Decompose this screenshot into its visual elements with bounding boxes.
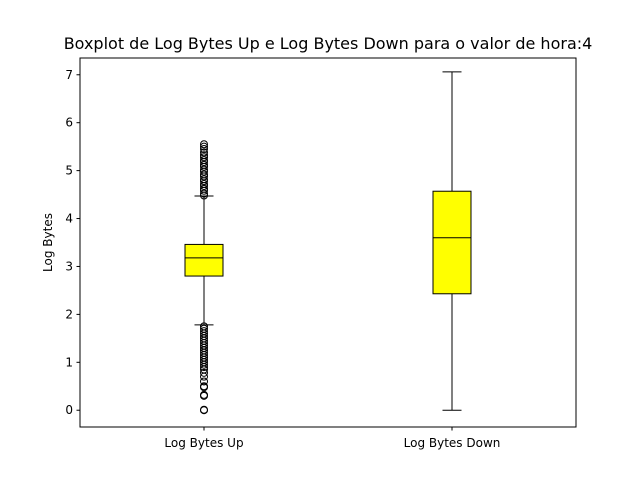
y-tick-label: 6 [65,116,73,130]
y-tick-label: 5 [65,164,73,178]
log-bytes-up-outlier-point [200,405,208,414]
log-bytes-up-outlier-point [200,322,208,331]
log-bytes-up-outlier-point [200,148,208,157]
log-bytes-up-outlier-point [200,160,208,169]
y-tick-label: 2 [65,307,73,321]
log-bytes-down-box [432,190,472,295]
log-bytes-up-outlier-point [200,189,208,198]
log-bytes-up-outlier-point [200,151,208,160]
y-tick-label: 7 [65,68,73,82]
log-bytes-up-outlier-point [200,180,208,189]
log-bytes-up-box [184,243,224,277]
log-bytes-up-outlier-point [200,145,208,154]
log-bytes-up-outlier-point [200,170,208,179]
log-bytes-up-outlier-point [200,142,208,151]
log-bytes-up-outlier-point [200,368,208,377]
x-tick-label: Log Bytes Down [404,436,501,450]
log-bytes-up-outlier-point [200,165,208,174]
y-tick-label: 3 [65,259,73,273]
log-bytes-up-outlier-point [200,324,208,333]
plot-frame [79,57,577,428]
log-bytes-up-outlier-point [200,382,208,391]
y-tick-label: 1 [65,355,73,369]
log-bytes-up-outlier-point [200,390,208,399]
chart-title: Boxplot de Log Bytes Up e Log Bytes Down… [64,34,593,53]
log-bytes-up-outlier-point [200,184,208,193]
log-bytes-up-outlier-point [200,327,208,336]
log-bytes-up-outlier-point [200,377,208,386]
y-tick-label: 4 [65,212,73,226]
log-bytes-up-outlier-point [200,175,208,184]
y-axis-label: Log Bytes [41,213,55,272]
x-tick-label: Log Bytes Up [164,436,243,450]
log-bytes-up-outlier-point [200,140,208,149]
y-tick-label: 0 [65,403,73,417]
log-bytes-up-outlier-point [200,156,208,165]
